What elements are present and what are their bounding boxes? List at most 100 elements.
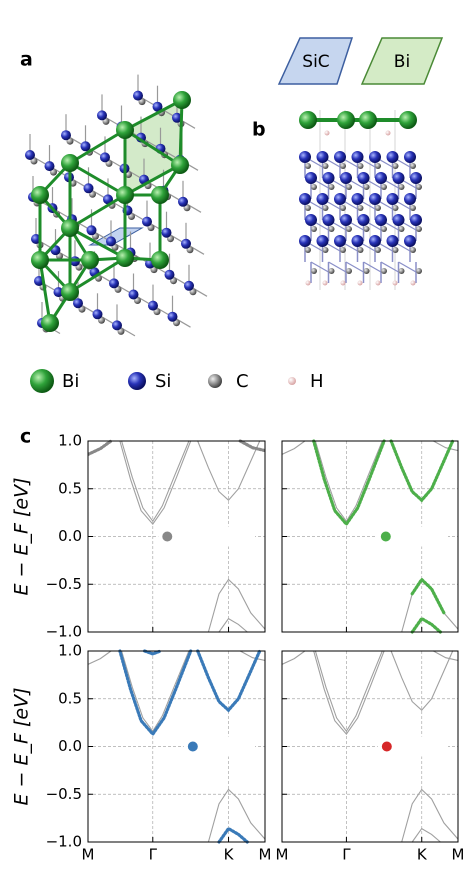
bond <box>345 261 364 273</box>
atom-si <box>83 183 94 194</box>
atom-si <box>322 172 335 184</box>
atom-c <box>328 184 335 190</box>
atom-bi <box>151 251 169 269</box>
bi-bond <box>69 193 126 230</box>
bond <box>310 261 329 273</box>
y-axis-label: E − E_F [eV] <box>11 478 33 596</box>
structure-b <box>299 110 422 290</box>
atom-bi <box>61 219 79 237</box>
atom-si <box>386 151 399 163</box>
atom-si <box>316 235 329 247</box>
plot-frame <box>281 650 459 843</box>
legend-bg <box>377 736 448 757</box>
atom-bi <box>173 91 191 109</box>
atom-si <box>351 193 364 205</box>
projected-band <box>312 439 455 634</box>
atom-c <box>340 163 346 169</box>
atom-si <box>109 278 119 289</box>
atom-c <box>363 226 370 232</box>
atom-label: Bi <box>62 371 79 392</box>
atom-label: H <box>310 371 324 392</box>
atom-icon <box>128 372 146 390</box>
band-structures: 1.00.50.0−0.5−1.0E − E_F [eV]SubstrateBi… <box>11 432 465 864</box>
bi-bond <box>178 99 184 166</box>
atom-bi <box>41 314 59 332</box>
band <box>239 650 265 662</box>
atom-c <box>311 184 317 190</box>
projected-band <box>118 649 262 844</box>
atom-bi <box>116 249 134 267</box>
atom-si <box>357 172 370 184</box>
band <box>401 788 458 843</box>
atom-si <box>128 289 139 300</box>
atom-si <box>161 227 172 238</box>
band <box>207 788 265 843</box>
atom-c <box>346 184 352 190</box>
atom-si <box>334 193 346 205</box>
atom-si <box>369 193 381 205</box>
atom-si <box>386 235 399 247</box>
atom-si <box>100 152 110 163</box>
atom-c <box>363 268 370 274</box>
atom-bi <box>31 251 49 269</box>
atom-c <box>410 205 416 211</box>
x-tick-label: M <box>276 846 289 864</box>
atom-si <box>410 172 422 184</box>
band <box>121 440 190 523</box>
legend-marker <box>162 531 173 542</box>
band <box>282 650 306 665</box>
atom-si <box>142 216 152 227</box>
atom-si <box>410 214 422 226</box>
bi-bond <box>69 256 126 294</box>
atom-si <box>167 311 178 322</box>
atom-c <box>410 163 416 169</box>
atom-c <box>322 163 329 169</box>
atom-bi <box>299 111 317 129</box>
atom-c <box>305 205 311 211</box>
atom-h <box>322 280 328 286</box>
atom-c <box>311 268 317 274</box>
atom-c <box>381 184 387 190</box>
y-tick-label: −1.0 <box>46 833 82 851</box>
legend-marker <box>381 741 392 752</box>
atom-c <box>357 247 364 253</box>
y-tick-label: 1.0 <box>58 432 82 450</box>
atom-si <box>351 151 364 163</box>
band <box>121 650 190 733</box>
band <box>282 440 306 455</box>
band <box>432 650 458 662</box>
legend-bg <box>183 736 255 757</box>
atom-c <box>305 247 311 253</box>
panel: 1.00.50.0−0.5−1.0E − E_F [eV]Substrate <box>11 432 266 641</box>
atom-c <box>381 268 387 274</box>
atom-icon <box>288 377 296 385</box>
atom-si <box>80 141 91 152</box>
atom-c <box>392 163 399 169</box>
y-tick-label: 0.0 <box>58 737 82 755</box>
atom-c <box>416 226 422 232</box>
atom-si <box>148 300 158 311</box>
atom-h <box>375 280 381 286</box>
bands <box>88 439 265 633</box>
bond <box>398 261 417 273</box>
atom-si <box>299 235 311 247</box>
atom-si <box>340 214 352 226</box>
y-tick-label: 0.5 <box>58 689 82 707</box>
bands <box>88 649 265 844</box>
bi-bond <box>69 161 126 197</box>
atom-si <box>53 287 64 298</box>
atom-si <box>172 112 182 123</box>
atom-c <box>340 247 346 253</box>
atom-bi <box>337 111 355 129</box>
y-tick-label: −1.0 <box>46 623 82 641</box>
y-tick-label: −0.5 <box>46 575 82 593</box>
atom-h <box>340 280 346 286</box>
projected-band <box>88 439 265 456</box>
atom-si <box>404 193 416 205</box>
atom-si <box>404 235 416 247</box>
atom-bi <box>399 111 417 129</box>
x-tick-label: K <box>417 846 428 864</box>
atom-c <box>398 226 405 232</box>
atom-icon <box>208 374 222 388</box>
